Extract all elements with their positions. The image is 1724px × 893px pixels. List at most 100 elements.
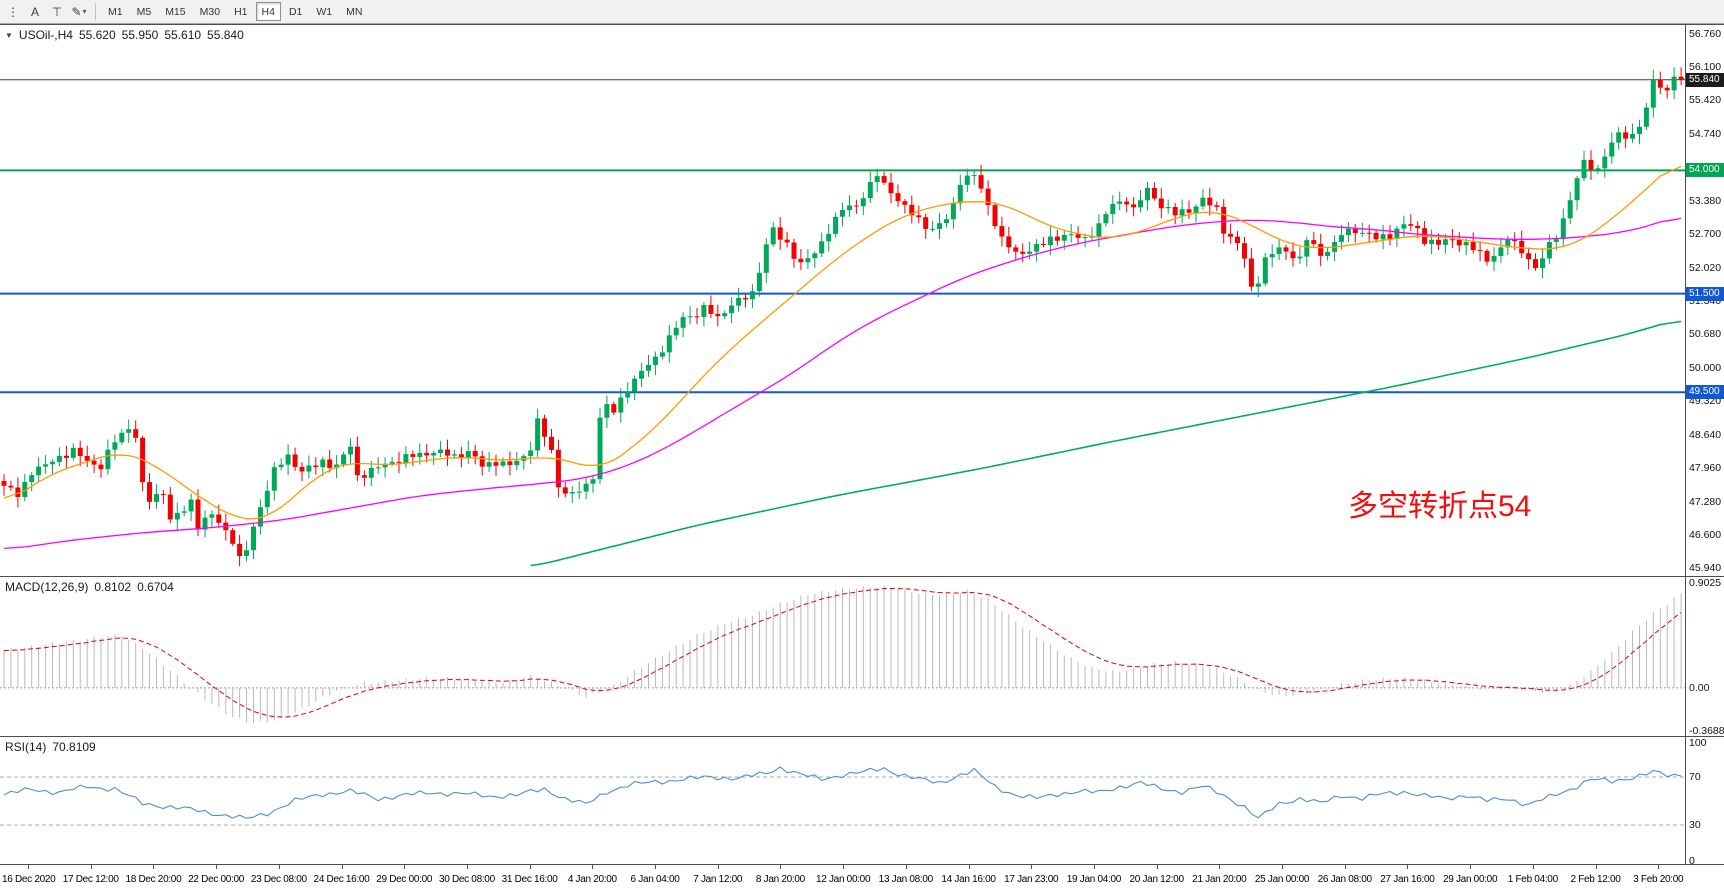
price-badge-49.500: 49.500 (1686, 385, 1724, 400)
rsi-indicator-label: RSI(14) (5, 740, 47, 754)
price-tick-label: 52.700 (1689, 228, 1722, 241)
time-axis-label: 31 Dec 16:00 (501, 874, 558, 885)
ma-mid-magenta (3, 217, 1682, 550)
rsi-panel: RSI(14) 70.8109 100 70 30 0 (0, 736, 1724, 867)
time-tick (1093, 865, 1095, 869)
time-axis-label: 6 Jan 04:00 (630, 874, 680, 885)
time-axis-label: 14 Jan 16:00 (941, 874, 996, 885)
price-badge-55.840: 55.840 (1686, 72, 1724, 87)
timeframe-button-H1[interactable]: H1 (234, 5, 248, 18)
price-badge-51.500: 51.500 (1686, 286, 1724, 301)
macd-main-value: 0.8102 (94, 580, 132, 594)
price-tick-label: 52.020 (1689, 261, 1722, 274)
toolbar-grip-icon[interactable]: ⋮ (7, 4, 19, 19)
drawing-tools-button[interactable]: ✎ ▾ (71, 4, 87, 19)
price-tick-label: 45.940 (1689, 561, 1722, 574)
rsi-scale-label: 0 (1689, 855, 1695, 867)
candlestick-chart[interactable] (0, 25, 1724, 577)
chart-annotation-text[interactable]: 多空转折点54 (1348, 490, 1532, 523)
time-tick (968, 865, 970, 869)
timeframe-button-M5[interactable]: M5 (136, 5, 152, 18)
time-axis-label: 29 Jan 00:00 (1442, 874, 1498, 885)
price-tick-label: 50.680 (1689, 328, 1722, 341)
time-tick (466, 865, 468, 869)
time-tick (592, 865, 594, 869)
ma-fast-orange (3, 165, 1682, 520)
time-tick (780, 865, 782, 869)
macd-panel: MACD(12,26,9) 0.8102 0.6704 0.9025 0.00 -0… (0, 576, 1724, 738)
chart-header: ▼ USOil-,H4 55.620 55.950 55.610 55.840 (5, 28, 244, 42)
time-tick (341, 865, 343, 869)
rsi-scale[interactable]: 100 70 30 0 (1685, 737, 1724, 867)
price-tick-label: 46.600 (1689, 529, 1722, 542)
time-tick (278, 865, 280, 869)
toolbar-separator (95, 3, 96, 20)
time-tick (404, 865, 406, 869)
time-tick (1156, 865, 1158, 869)
time-tick (905, 865, 907, 869)
vline-tool-button[interactable]: ⊤ (51, 4, 63, 19)
time-tick (843, 865, 845, 869)
time-axis-label: 20 Jan 12:00 (1129, 874, 1184, 885)
macd-scale-label: 0.00 (1689, 681, 1710, 694)
time-tick (1031, 865, 1033, 869)
time-axis-label: 1 Feb 04:00 (1507, 874, 1558, 885)
time-axis-label: 18 Dec 20:00 (125, 874, 182, 885)
price-tick-label: 56.100 (1689, 60, 1722, 73)
candles (1, 67, 1684, 567)
time-axis-label: 21 Jan 20:00 (1192, 874, 1247, 885)
rsi-scale-label: 100 (1689, 737, 1707, 749)
time-axis-label: 30 Dec 08:00 (438, 874, 495, 885)
macd-signal-value: 0.6704 (137, 580, 174, 594)
macd-header: MACD(12,26,9) 0.8102 0.6704 (5, 580, 174, 594)
time-axis[interactable]: 16 Dec 2020 17 Dec 12:00 18 Dec 20:00 22 De… (0, 864, 1724, 893)
time-axis-label: 7 Jan 12:00 (693, 874, 743, 885)
time-axis-label: 25 Jan 00:00 (1254, 874, 1310, 885)
macd-scale[interactable]: 0.9025 0.00 -0.3688 (1685, 577, 1724, 738)
time-axis-label: 23 Dec 08:00 (250, 874, 307, 885)
timeframe-button-W1[interactable]: W1 (316, 5, 333, 18)
time-tick (1658, 865, 1660, 869)
ohlc-low: 55.610 (164, 28, 202, 42)
time-axis-label: 29 Dec 00:00 (376, 874, 433, 885)
rsi-scale-label: 70 (1689, 771, 1701, 783)
rsi-header: RSI(14) 70.8109 (5, 740, 96, 754)
time-tick (216, 865, 218, 869)
time-axis-label: 27 Jan 16:00 (1380, 874, 1435, 885)
time-tick (1470, 865, 1472, 869)
time-tick (717, 865, 719, 869)
macd-scale-label: -0.3688 (1689, 725, 1724, 738)
price-tick-label: 47.280 (1689, 495, 1722, 508)
rsi-chart[interactable] (0, 737, 1724, 865)
macd-chart[interactable] (0, 577, 1724, 737)
time-axis-label: 8 Jan 20:00 (755, 874, 805, 885)
collapse-chart-icon[interactable]: ▼ (5, 30, 13, 40)
time-tick (1532, 865, 1534, 869)
time-axis-label: 24 Dec 16:00 (313, 874, 370, 885)
time-axis-label: 12 Jan 00:00 (815, 874, 871, 885)
price-scale[interactable]: 56.760 56.100 55.420 54.740 53.380 52.700 52.0… (1685, 25, 1724, 576)
time-axis-label: 3 Feb 20:00 (1633, 874, 1684, 885)
time-tick (529, 865, 531, 869)
timeframe-button-M30[interactable]: M30 (199, 5, 221, 18)
timeframe-button-H4[interactable]: H4 (255, 2, 281, 21)
macd-histogram (3, 584, 1682, 724)
text-tool-button[interactable]: A (30, 4, 39, 19)
timeframe-button-D1[interactable]: D1 (288, 5, 303, 18)
timeframe-button-M15[interactable]: M15 (165, 5, 186, 18)
timeframe-button-MN[interactable]: MN (346, 5, 363, 18)
rsi-scale-label: 30 (1689, 819, 1701, 831)
time-axis-label: 26 Jan 08:00 (1317, 874, 1373, 885)
time-axis-label: 17 Dec 12:00 (62, 874, 119, 885)
time-tick (1219, 865, 1221, 869)
time-tick (1407, 865, 1409, 869)
price-tick-label: 50.000 (1689, 361, 1722, 374)
ma-slow-green (530, 320, 1682, 567)
price-tick-label: 56.760 (1689, 28, 1722, 41)
rsi-line (3, 766, 1682, 819)
price-tick-label: 53.380 (1689, 194, 1722, 207)
timeframe-button-M1[interactable]: M1 (108, 5, 123, 18)
price-tick-label: 48.640 (1689, 428, 1722, 441)
symbol-timeframe-label: USOil-,H4 (18, 28, 73, 42)
